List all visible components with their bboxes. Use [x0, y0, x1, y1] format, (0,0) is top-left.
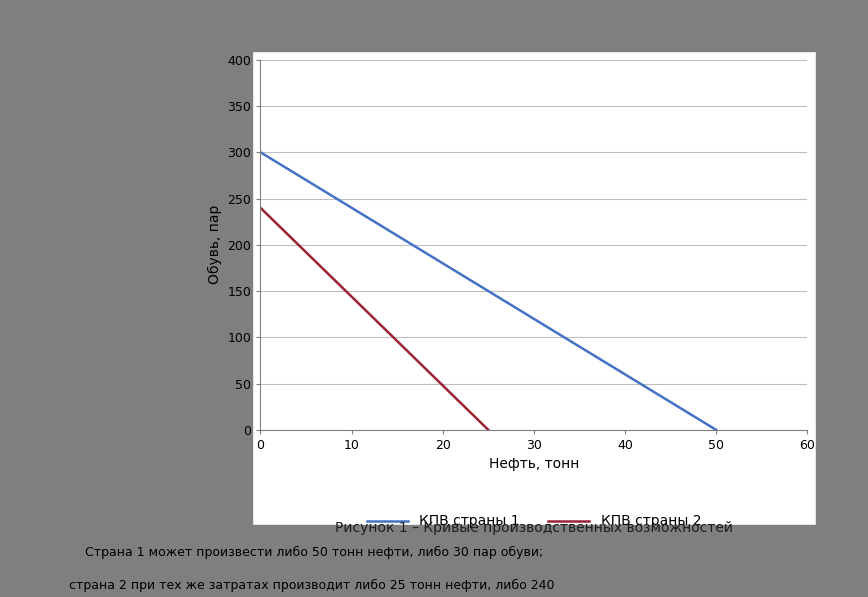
Legend: КПВ страны 1, КПВ страны 2: КПВ страны 1, КПВ страны 2 [361, 509, 707, 534]
Text: Страна 1 может произвести либо 50 тонн нефти, либо 30 пар обуви;: Страна 1 может произвести либо 50 тонн н… [69, 546, 543, 559]
КПВ страны 2 [255, 204, 266, 211]
Y-axis label: Обувь, пар: Обувь, пар [207, 205, 222, 284]
КПВ страны 2 [483, 426, 493, 433]
Text: Рисунок 1 – Кривые производственных возможностей: Рисунок 1 – Кривые производственных возм… [335, 521, 733, 536]
Line: КПВ страны 2: КПВ страны 2 [260, 208, 488, 430]
Text: страна 2 при тех же затратах производит либо 25 тонн нефти, либо 240: страна 2 при тех же затратах производит … [69, 579, 555, 592]
X-axis label: Нефть, тонн: Нефть, тонн [489, 457, 579, 472]
